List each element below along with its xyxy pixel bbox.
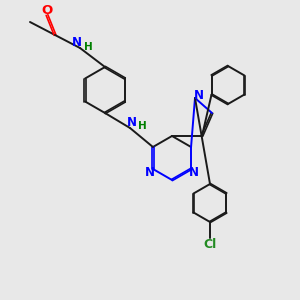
Text: H: H: [84, 42, 92, 52]
Text: H: H: [138, 121, 146, 131]
Text: N: N: [145, 166, 155, 178]
Text: N: N: [127, 116, 137, 128]
Text: N: N: [72, 37, 82, 50]
Text: O: O: [41, 4, 52, 17]
Text: N: N: [194, 88, 204, 101]
Text: N: N: [189, 166, 199, 178]
Text: Cl: Cl: [203, 238, 217, 250]
